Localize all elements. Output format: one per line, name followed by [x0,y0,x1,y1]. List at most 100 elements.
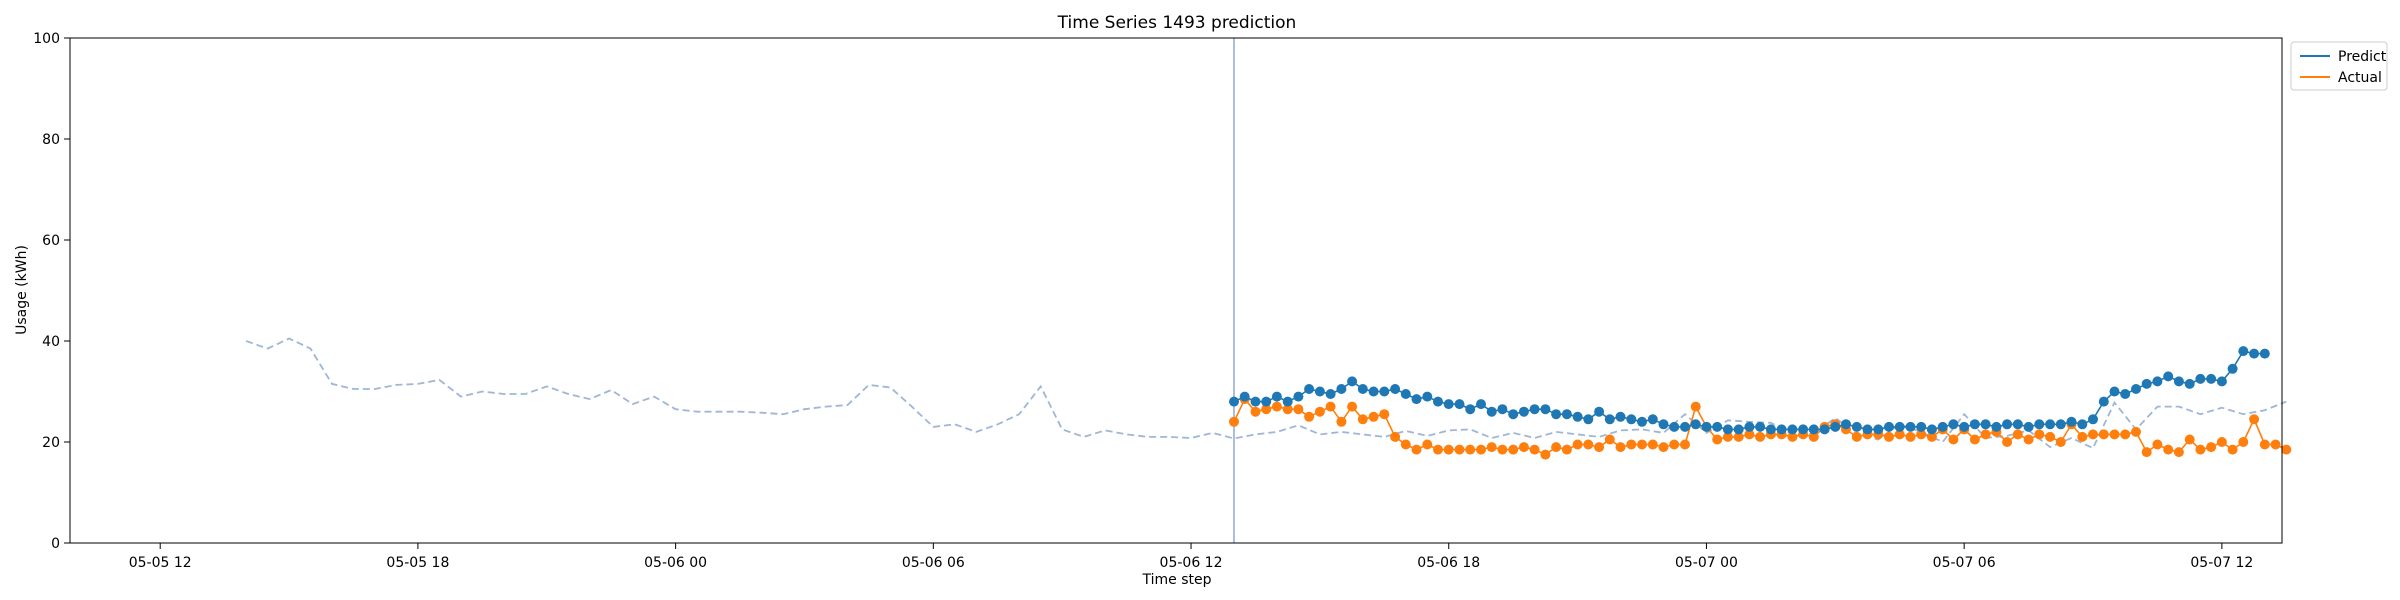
predict-point [1433,396,1443,407]
actual-point [1744,429,1755,440]
actual-point [1540,449,1551,460]
predict-point [1229,396,1239,407]
predict-point [2249,348,2260,359]
predict-point [1980,419,1991,430]
actual-point [2238,437,2249,447]
predict-point [1991,421,2002,432]
predict-point [2216,376,2227,387]
history-series-line [245,337,2287,450]
predict-point [1937,421,1948,432]
actual-point [1905,431,1916,442]
actual-point [1411,444,1422,455]
actual-point [1604,434,1615,445]
y-tick-label: 0 [51,536,60,552]
actual-point [2173,447,2184,458]
actual-point [2249,414,2260,425]
y-tick-label: 40 [42,334,60,350]
predict-point [1357,384,1368,394]
predict-point [2023,421,2034,432]
predict-point [1969,419,1980,430]
x-axis-label: Time step [1142,572,1212,588]
predict-point [1733,424,1744,435]
actual-point [1572,439,1583,450]
actual-point [1690,401,1701,412]
actual-point [2077,431,2088,442]
predict-point [1894,421,1905,432]
legend: Predict Actual [2290,41,2388,91]
y-tick-label: 100 [33,31,60,47]
actual-point [2023,434,2034,445]
actual-point [1594,442,1605,453]
predict-point [1594,406,1605,417]
predict-point [1572,411,1583,422]
predict-point [1250,396,1261,407]
predict-point [1336,384,1347,394]
y-tick-label: 60 [42,233,60,249]
actual-point [2002,437,2013,447]
predict-point [1798,424,1809,435]
predict-point [2206,373,2217,384]
actual-point [1325,401,1336,412]
actual-point [1390,431,1401,442]
predict-point [1325,389,1336,399]
actual-point [2120,429,2131,440]
actual-point [1422,439,1433,450]
predict-point [1905,421,1916,432]
actual-point [2055,437,2066,447]
actual-point [2184,434,2195,445]
actual-point [1722,431,1733,442]
actual-point [1755,431,1766,442]
actual-point [1454,444,1465,455]
predict-point [1561,409,1572,420]
actual-point [1615,442,1626,453]
predict-point [1508,409,1519,420]
actual-point [1658,442,1669,453]
actual-point [2109,429,2120,440]
chart-title: Time Series 1493 prediction [1057,13,1297,33]
actual-point [1400,439,1411,450]
predict-point [1497,404,1508,415]
actual-point [1486,442,1497,453]
predict-point [1583,414,1594,425]
predict-point [1379,386,1390,397]
actual-point [1357,414,1368,425]
predict-point [1400,389,1411,399]
predict-point [2045,419,2056,430]
actual-point [2131,426,2141,437]
legend-label-predict: Predict [2338,49,2387,65]
y-tick-label: 20 [42,435,60,451]
predict-point [1926,424,1937,435]
actual-point [1497,444,1508,455]
actual-point [2195,444,2206,455]
predict-point [1808,424,1819,435]
predict-point [2034,419,2045,430]
predict-point [1368,386,1379,397]
actual-point [1851,431,1862,442]
actual-point [1733,431,1744,442]
actual-point [1894,429,1905,440]
predict-point [1529,404,1540,415]
predict-point [2259,348,2270,359]
predict-point [2141,378,2152,389]
x-tick-label: 05-06 06 [902,555,965,571]
actual-point [1712,434,1723,445]
predict-point [1765,424,1776,435]
predict-point [1551,409,1562,420]
actual-point [1347,401,1358,412]
actual-point [2259,439,2270,450]
predict-point [2120,389,2131,399]
actual-point [1669,439,1680,450]
actual-point [1647,439,1658,450]
actual-point [1433,444,1443,455]
predict-point [1830,421,1841,432]
predict-point [1347,376,1358,387]
predict-point [1776,424,1787,435]
actual-point [2012,429,2023,440]
predict-point [1873,424,1884,435]
actual-point [2141,447,2152,458]
predict-point [2002,419,2013,430]
predict-point [1916,421,1927,432]
predict-point [2195,373,2206,384]
predict-point [1637,416,1647,427]
predict-point [1261,396,1272,407]
